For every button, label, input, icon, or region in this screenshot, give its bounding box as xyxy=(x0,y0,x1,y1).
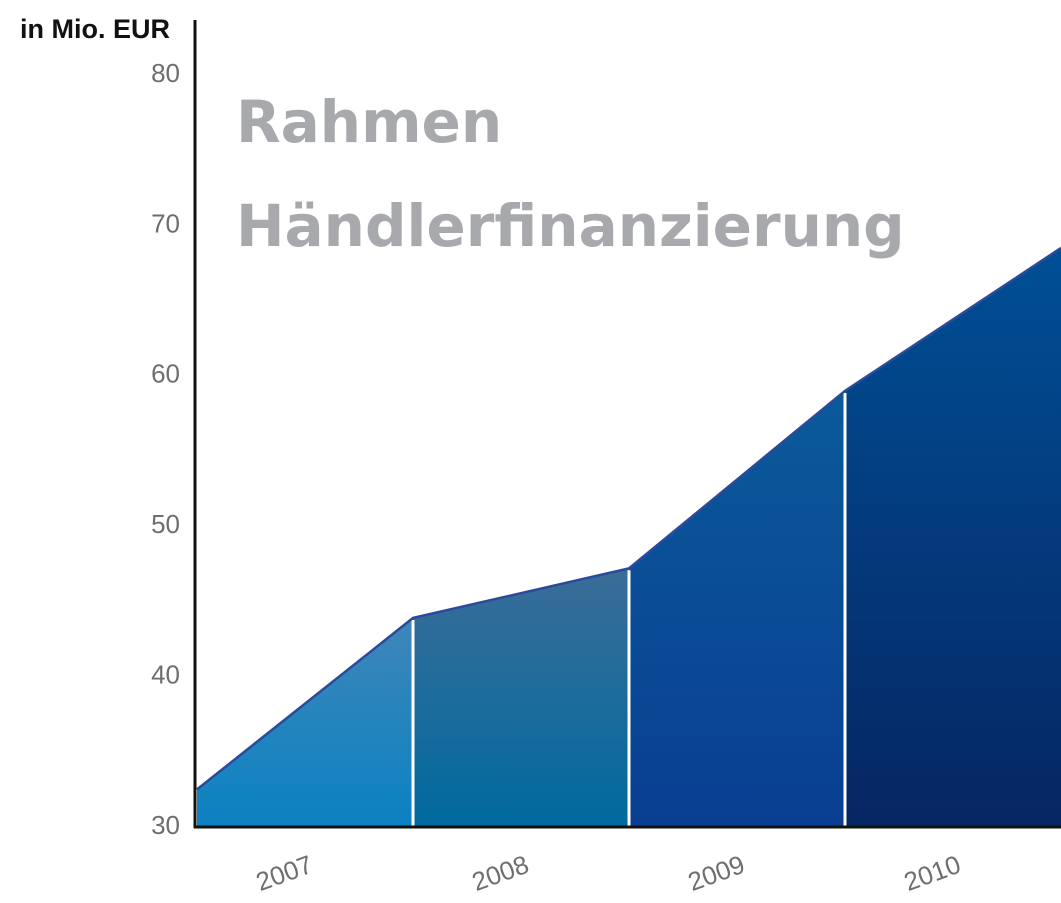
area-segment xyxy=(845,247,1061,827)
y-tick-label: 80 xyxy=(151,58,180,88)
y-tick-label: 70 xyxy=(151,208,180,238)
y-tick-label: 50 xyxy=(151,509,180,539)
x-tick-label: 2009 xyxy=(684,849,749,897)
y-tick-label: 30 xyxy=(151,810,180,840)
x-tick-label: 2008 xyxy=(468,849,533,897)
area-segment xyxy=(413,568,629,827)
y-tick-label: 60 xyxy=(151,359,180,389)
area-line xyxy=(196,246,1061,791)
area-segment xyxy=(197,617,413,827)
area-segment xyxy=(629,390,845,827)
y-axis-label: in Mio. EUR xyxy=(20,14,170,44)
y-tick-label: 40 xyxy=(151,659,180,689)
chart-title: Rahmen Händlerfinanzierung xyxy=(236,88,905,260)
x-tick-label: 2010 xyxy=(900,849,965,897)
x-tick-label: 2007 xyxy=(252,849,317,897)
